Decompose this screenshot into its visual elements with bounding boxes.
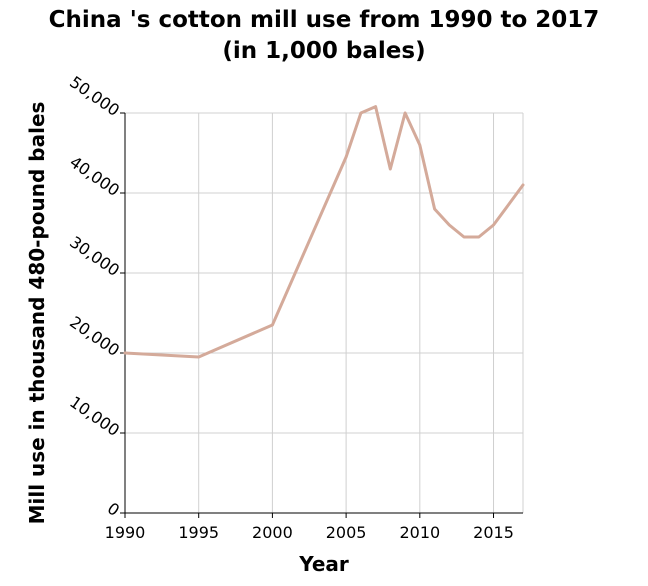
y-tick-label: 10,000 xyxy=(66,392,123,440)
x-tick-label: 2005 xyxy=(326,523,367,542)
grid xyxy=(125,112,524,513)
axes xyxy=(120,112,523,518)
x-tick-label: 2000 xyxy=(252,523,293,542)
x-tick-label: 1990 xyxy=(105,523,146,542)
y-tick-label: 20,000 xyxy=(66,312,123,360)
y-tick-label: 50,000 xyxy=(66,72,123,120)
x-tick-label: 2015 xyxy=(473,523,514,542)
chart-subtitle: (in 1,000 bales) xyxy=(222,38,425,64)
series-line xyxy=(123,105,525,359)
y-axis-label: Mill use in thousand 480-pound bales xyxy=(25,102,49,525)
y-tick-label: 30,000 xyxy=(66,232,123,280)
y-tick-label: 40,000 xyxy=(66,152,123,200)
x-tick-labels: 1990 1995 2000 2005 2010 2015 xyxy=(105,523,514,542)
x-tick-label: 2010 xyxy=(399,523,440,542)
x-axis-label: Year xyxy=(298,552,349,576)
chart-title: China 's cotton mill use from 1990 to 20… xyxy=(49,7,600,33)
x-tick-label: 1995 xyxy=(178,523,219,542)
y-tick-labels: 0 10,000 20,000 30,000 40,000 50,000 xyxy=(66,72,123,520)
series xyxy=(123,105,525,359)
y-tick-label: 0 xyxy=(104,499,123,520)
